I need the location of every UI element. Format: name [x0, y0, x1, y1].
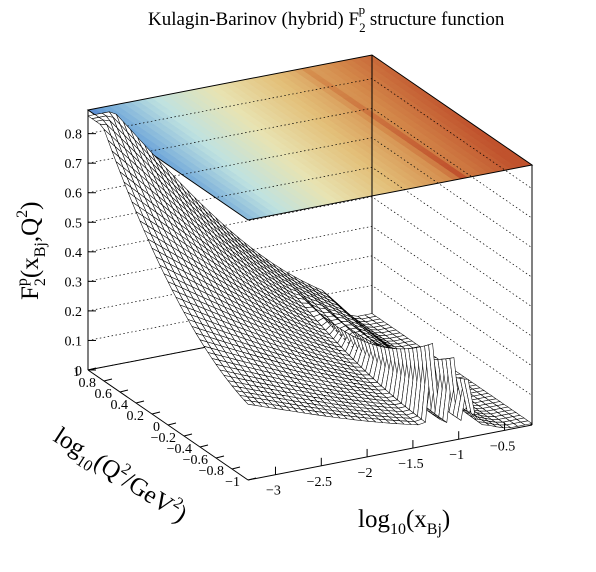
y-tick-label: 0.6 [95, 387, 113, 402]
y-tick [120, 390, 128, 392]
y-tick [168, 423, 176, 425]
z-tick-label: 0.6 [65, 187, 83, 202]
x-tick-label: −2.5 [307, 475, 332, 490]
z-axis: 00.10.20.30.40.50.60.70.8 [65, 110, 97, 379]
x-axis: −3 −2.5 −2 −1.5 −1 −0.5 [266, 422, 515, 498]
z-tick-label: 0.5 [65, 216, 83, 231]
z-axis-title: F2p(xBj,Q2) [14, 202, 49, 301]
x-axis-title: log10(xBj) [358, 506, 450, 538]
y-tick-label: −1 [225, 475, 240, 490]
z-tick-label: 0.1 [65, 334, 83, 349]
y-tick [152, 412, 160, 414]
y-tick [136, 401, 144, 403]
z-tick-label: 0.4 [65, 246, 83, 261]
z-tick-label: 0.2 [65, 305, 83, 320]
x-tick-label: −3 [266, 484, 281, 499]
y-tick-label: 0.2 [127, 409, 145, 424]
z-tick-label: 0.3 [65, 275, 83, 290]
z-tick-label: 0.7 [65, 157, 83, 172]
y-tick [200, 445, 208, 447]
y-tick-label: 0.8 [79, 376, 97, 391]
x-tick-label: −0.5 [490, 439, 515, 454]
chart-title: Kulagin-Barinov (hybrid) F2p structure f… [148, 2, 505, 35]
y-tick [184, 434, 192, 436]
y-tick-label: 0.4 [111, 398, 129, 413]
y-tick [232, 467, 240, 469]
y-tick-label: −0.8 [199, 464, 224, 479]
z-tick-label: 0.8 [65, 128, 83, 143]
x-tick-label: −2 [358, 466, 373, 481]
x-tick-label: −1.5 [398, 457, 423, 472]
y-tick [104, 379, 112, 381]
y-tick [216, 456, 224, 458]
x-tick-label: −1 [449, 448, 464, 463]
